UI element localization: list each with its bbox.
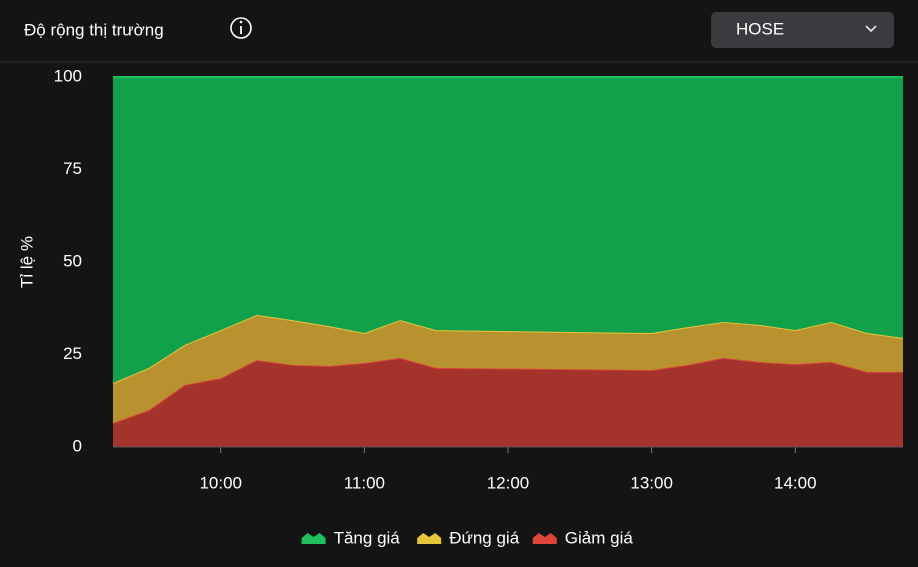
legend-item[interactable]: Giảm giá — [532, 528, 634, 547]
area — [113, 77, 903, 383]
dropdown-value: HOSE — [736, 19, 784, 38]
info-circle — [230, 17, 252, 39]
dropdown-box — [711, 12, 894, 48]
y-tick-label: 100 — [54, 66, 82, 85]
legend-label: Giảm giá — [565, 528, 634, 547]
area — [113, 357, 903, 447]
legend-label: Đứng giá — [449, 528, 520, 547]
x-tick-label: 12:00 — [487, 473, 530, 492]
dropdown-chevron — [865, 25, 877, 33]
y-tick-label: 25 — [63, 344, 82, 363]
y-axis-label: Tỉ lệ % — [17, 236, 36, 288]
legend-item[interactable]: Tăng giá — [301, 528, 401, 547]
panel-title: Độ rộng thị trường — [24, 20, 164, 39]
exchange-dropdown[interactable]: HOSE — [711, 12, 894, 48]
legend-label: Tăng giá — [334, 528, 401, 547]
legend: Tăng giá Đứng giá Giảm giá — [301, 528, 634, 547]
info-icon[interactable] — [230, 17, 252, 39]
legend-swatch — [532, 533, 557, 544]
info-dot — [239, 20, 243, 24]
x-tick-label: 10:00 — [199, 473, 242, 492]
x-tick-label: 14:00 — [774, 473, 817, 492]
y-tick-label: 50 — [63, 251, 82, 270]
y-tick-label: 0 — [73, 436, 82, 455]
legend-swatch — [417, 533, 442, 544]
area — [113, 314, 903, 423]
x-tick-label: 11:00 — [344, 473, 385, 492]
y-tick-label: 75 — [63, 159, 82, 178]
x-tick-label: 13:00 — [630, 473, 673, 492]
legend-item[interactable]: Đứng giá — [417, 528, 520, 547]
legend-swatch — [301, 533, 326, 544]
